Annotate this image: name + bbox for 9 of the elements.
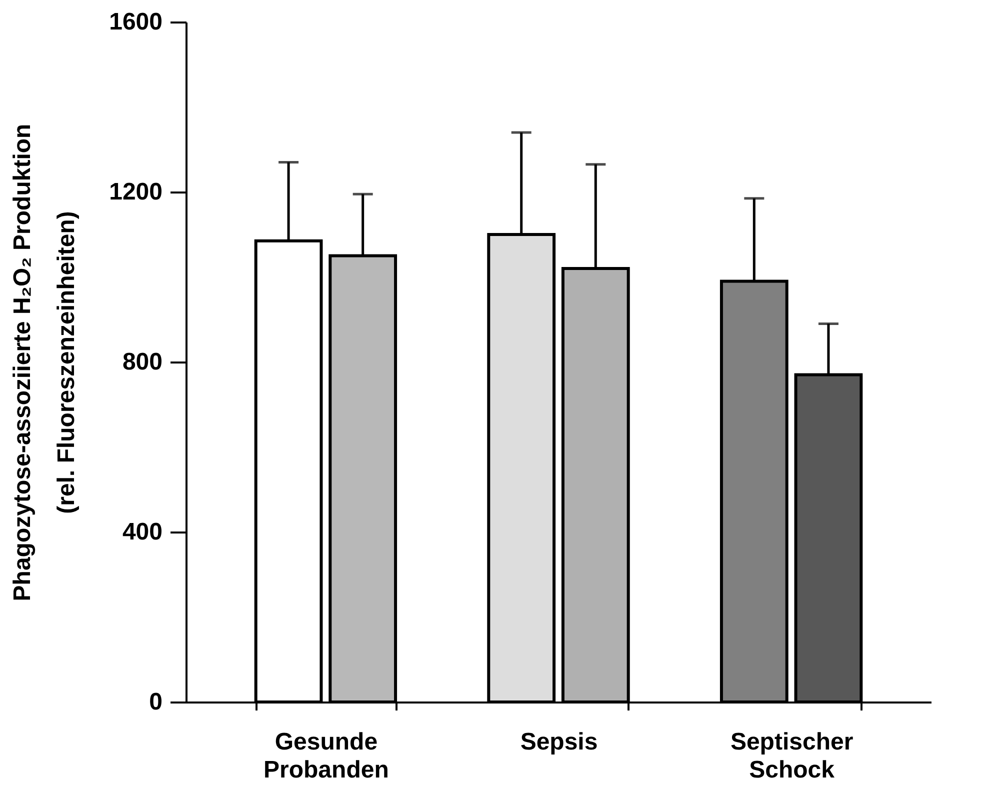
y-tick-label: 400 (122, 518, 162, 546)
x-tick-label: Sepsis (520, 728, 598, 756)
y-tick-label: 0 (149, 688, 162, 716)
y-tick-label: 1200 (109, 178, 162, 206)
y-axis-title: Phagozytose-assoziierte H₂O₂ Produktion (rel. Fluoreszenzeinheiten) (9, 124, 80, 602)
x-tick-label: Septischer Schock (730, 728, 854, 784)
y-tick-label: 1600 (109, 8, 162, 36)
x-tick-label: Gesunde Probanden (264, 728, 389, 784)
y-tick-label: 800 (122, 348, 162, 376)
